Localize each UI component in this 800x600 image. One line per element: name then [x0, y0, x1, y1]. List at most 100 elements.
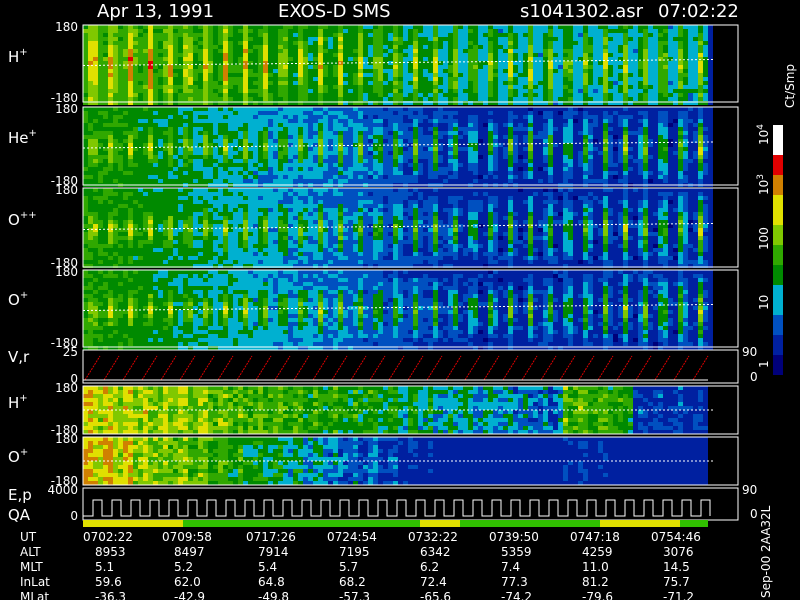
spectrogram-cell	[513, 65, 518, 69]
spectrogram-cell	[153, 89, 158, 93]
spectrogram-cell	[568, 167, 573, 171]
spectrogram-cell	[608, 147, 613, 151]
spectrogram-cell	[343, 147, 348, 151]
spectrogram-cell	[308, 25, 313, 29]
spectrogram-cell	[413, 123, 418, 127]
spectrogram-cell	[93, 89, 98, 93]
spectrogram-cell	[383, 33, 388, 37]
spectrogram-cell	[693, 115, 698, 119]
spectrogram-cell	[633, 69, 638, 73]
spectrogram-cell	[578, 57, 583, 61]
spectrogram-cell	[508, 107, 513, 111]
spectrogram-cell	[673, 101, 678, 105]
spectrogram-cell	[163, 81, 168, 85]
spectrogram-cell	[163, 93, 168, 97]
spectrogram-cell	[248, 147, 253, 151]
spectrogram-cell	[363, 53, 368, 57]
spectrogram-cell	[88, 57, 93, 61]
spectrogram-cell	[258, 167, 263, 171]
spectrogram-cell	[88, 77, 93, 81]
spectrogram-cell	[368, 61, 373, 65]
spectrogram-cell	[118, 53, 123, 57]
spectrogram-cell	[308, 159, 313, 163]
spectrogram-cell	[568, 73, 573, 77]
spectrogram-cell	[303, 151, 308, 155]
spectrogram-cell	[568, 69, 573, 73]
spectrogram-cell	[538, 175, 543, 179]
spectrogram-cell	[688, 119, 693, 123]
spectrogram-cell	[678, 33, 683, 37]
spectrogram-cell	[463, 89, 468, 93]
spectrogram-cell	[348, 53, 353, 57]
spectrogram-cell	[678, 119, 683, 123]
spectrogram-cell	[248, 135, 253, 139]
spectrogram-cell	[278, 111, 283, 115]
spectrogram-cell	[188, 101, 193, 105]
spectrogram-cell	[668, 115, 673, 119]
spectrogram-cell	[173, 29, 178, 33]
spectrogram-cell	[293, 53, 298, 57]
spectrogram-cell	[643, 45, 648, 49]
spectrogram-cell	[618, 127, 623, 131]
spectrogram-cell	[323, 127, 328, 131]
spectrogram-cell	[553, 179, 558, 183]
spectrogram-cell	[353, 57, 358, 61]
spectrogram-cell	[623, 73, 628, 77]
spectrogram-cell	[238, 73, 243, 77]
spectrogram-cell	[483, 147, 488, 151]
spectrogram-cell	[123, 155, 128, 159]
spectrogram-cell	[93, 107, 98, 111]
spectrogram-cell	[408, 25, 413, 29]
spectrogram-cell	[348, 61, 353, 65]
spectrogram-cell	[413, 73, 418, 77]
spectrogram-cell	[603, 65, 608, 69]
spectrogram-cell	[298, 167, 303, 171]
spectrogram-cell	[233, 111, 238, 115]
spectrogram-cell	[318, 131, 323, 135]
spectrogram-cell	[403, 147, 408, 151]
spectrogram-cell	[293, 65, 298, 69]
spectrogram-cell	[268, 45, 273, 49]
spectrogram-cell	[418, 49, 423, 53]
spectrogram-cell	[243, 167, 248, 171]
spectrogram-cell	[413, 155, 418, 159]
spectrogram-cell	[88, 159, 93, 163]
spectrogram-cell	[648, 41, 653, 45]
spectrogram-cell	[708, 53, 713, 57]
spectrogram-cell	[418, 73, 423, 77]
spectrogram-cell	[428, 65, 433, 69]
spectrogram-cell	[198, 85, 203, 89]
spectrogram-cell	[178, 159, 183, 163]
spectrogram-cell	[603, 33, 608, 37]
spectrogram-cell	[673, 131, 678, 135]
spectrogram-cell	[163, 97, 168, 101]
spectrogram-cell	[93, 171, 98, 175]
spectrogram-cell	[158, 57, 163, 61]
spectrogram-cell	[238, 175, 243, 179]
spectrogram-cell	[323, 147, 328, 151]
spectrogram-cell	[443, 175, 448, 179]
spectrogram-cell	[608, 135, 613, 139]
spectrogram-cell	[453, 77, 458, 81]
spectrogram-cell	[688, 101, 693, 105]
spectrogram-cell	[538, 69, 543, 73]
spectrogram-cell	[248, 37, 253, 41]
spectrogram-cell	[518, 25, 523, 29]
spectrogram-cell	[578, 53, 583, 57]
spectrogram-cell	[283, 89, 288, 93]
spectrogram-cell	[98, 85, 103, 89]
spectrogram-cell	[188, 167, 193, 171]
spectrogram-cell	[628, 167, 633, 171]
spectrogram-cell	[418, 163, 423, 167]
spectrogram-cell	[138, 29, 143, 33]
spectrogram-cell	[403, 49, 408, 53]
spectrogram-cell	[238, 167, 243, 171]
spectrogram-cell	[578, 45, 583, 49]
spectrogram-cell	[263, 33, 268, 37]
spectrogram-cell	[623, 147, 628, 151]
spectrogram-cell	[353, 33, 358, 37]
spectrogram-cell	[473, 151, 478, 155]
spectrogram-cell	[283, 53, 288, 57]
spectrogram-cell	[668, 175, 673, 179]
spectrogram-cell	[208, 41, 213, 45]
